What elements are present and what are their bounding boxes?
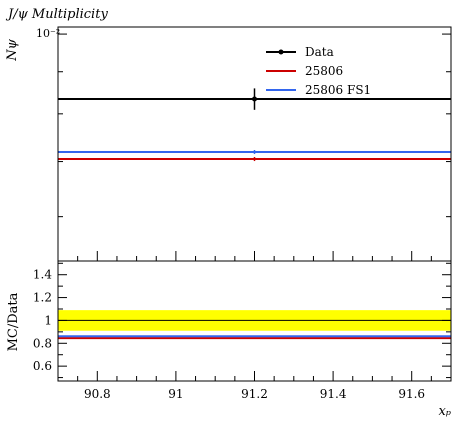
legend-marker xyxy=(278,49,284,55)
series-25806 xyxy=(58,156,451,162)
ratio-y-tick-label: 1.4 xyxy=(33,268,52,282)
series-25806-fs1 xyxy=(58,150,451,154)
legend-entry: 25806 FS1 xyxy=(266,83,371,97)
main-panel xyxy=(57,26,452,262)
ratio-series-layer xyxy=(58,335,451,340)
ratio-y-tick-label: 1.2 xyxy=(33,291,52,305)
ratio-y-tick-label: 1 xyxy=(44,313,52,327)
x-tick-label: 91.6 xyxy=(398,387,425,401)
x-tick-label: 91.4 xyxy=(320,387,347,401)
x-tick-labels: 90.8 91 91.2 91.4 91.6 xyxy=(84,387,425,401)
main-axis-ticks xyxy=(57,33,452,261)
legend-entry: 25806 xyxy=(266,64,343,78)
x-tick-label: 91.2 xyxy=(241,387,268,401)
main-series-layer xyxy=(58,88,451,162)
y-axis-label-main: Nψ xyxy=(5,38,20,61)
data-point xyxy=(252,96,257,102)
legend-label: 25806 FS1 xyxy=(305,83,371,97)
ratio-plot-frame xyxy=(57,260,452,382)
ratio-y-tick-label: 0.6 xyxy=(33,359,52,373)
x-axis-label: xₚ xyxy=(438,404,451,419)
legend-label: Data xyxy=(305,45,334,59)
ratio-y-tick-label: 0.8 xyxy=(33,336,52,350)
series-data xyxy=(58,88,451,110)
ratio-panel: 0.6 0.8 1 1.2 1.4 xyxy=(33,260,452,382)
legend-entry: Data xyxy=(266,45,334,59)
y-axis-label-ratio: MC/Data xyxy=(6,292,21,351)
main-plot-frame xyxy=(57,26,452,262)
x-tick-label: 91 xyxy=(168,387,183,401)
legend: Data 25806 25806 FS1 xyxy=(266,45,371,97)
chart-title: J/ψ Multiplicity xyxy=(5,7,108,22)
legend-label: 25806 xyxy=(305,64,343,78)
x-tick-label: 90.8 xyxy=(84,387,111,401)
y-exponent-label: 10⁻² xyxy=(36,27,60,40)
